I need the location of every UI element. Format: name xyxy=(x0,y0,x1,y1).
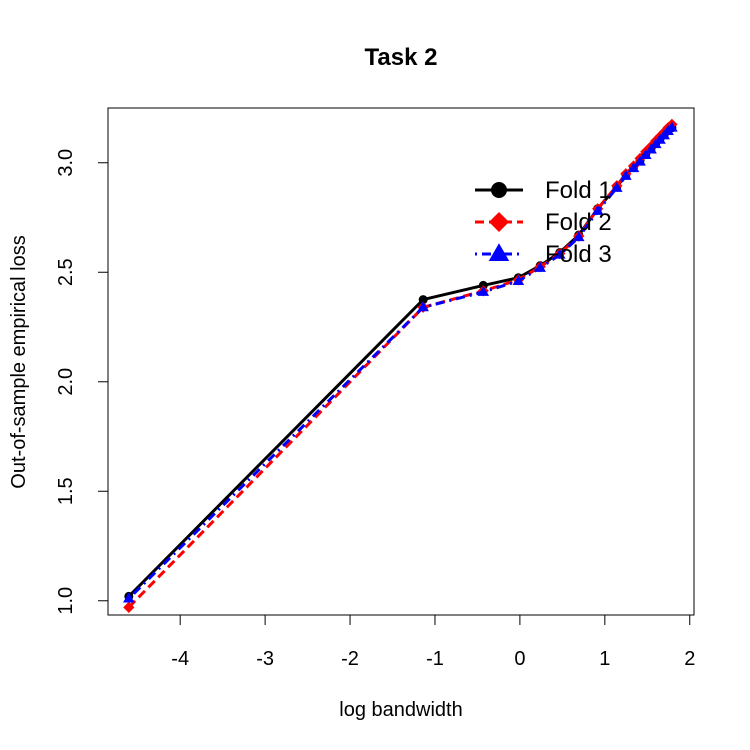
data-point xyxy=(645,143,657,154)
series-3 xyxy=(123,121,678,603)
data-point xyxy=(417,301,429,312)
legend-item: Fold 3 xyxy=(475,241,612,268)
y-tick-label: 3.0 xyxy=(55,149,77,177)
data-point xyxy=(611,181,623,192)
data-point xyxy=(620,169,632,180)
legend: Fold 1 Fold 2 Fold 3 xyxy=(475,177,612,268)
x-tick-label: -1 xyxy=(426,648,444,670)
y-axis: 1.0 1.5 2.0 2.5 3.0 xyxy=(55,149,109,615)
y-tick-label: 2.0 xyxy=(55,368,77,396)
data-point xyxy=(477,285,490,296)
data-point xyxy=(627,162,640,173)
data-point xyxy=(489,212,509,232)
x-tick-label: 2 xyxy=(684,648,695,670)
data-point xyxy=(634,155,646,166)
x-axis: -4 -3 -2 -1 0 1 2 xyxy=(171,614,695,670)
data-point xyxy=(534,261,546,272)
legend-label: Fold 2 xyxy=(545,209,612,236)
data-point xyxy=(639,149,652,160)
x-tick-label: -4 xyxy=(171,648,189,670)
y-tick-label: 1.5 xyxy=(55,477,77,505)
chart-title: Task 2 xyxy=(365,44,438,71)
legend-item: Fold 1 xyxy=(475,177,612,204)
data-point xyxy=(572,231,585,242)
data-point xyxy=(488,243,510,262)
x-tick-label: 1 xyxy=(599,648,610,670)
series-layer xyxy=(123,118,678,613)
data-point xyxy=(666,121,678,132)
data-point xyxy=(491,182,507,198)
y-axis-label: Out-of-sample empirical loss xyxy=(8,235,30,488)
x-tick-label: -3 xyxy=(256,648,274,670)
data-point xyxy=(123,601,135,613)
y-tick-label: 2.5 xyxy=(55,258,77,286)
legend-label: Fold 1 xyxy=(545,177,612,204)
x-axis-label: log bandwidth xyxy=(339,699,462,721)
data-point xyxy=(512,274,525,285)
legend-item: Fold 2 xyxy=(475,209,612,236)
data-point xyxy=(418,295,428,305)
data-point xyxy=(554,248,566,259)
x-tick-label: 0 xyxy=(514,648,525,670)
legend-label: Fold 3 xyxy=(545,241,612,268)
y-tick-label: 1.0 xyxy=(55,587,77,615)
data-point xyxy=(591,204,604,215)
x-tick-label: -2 xyxy=(341,648,359,670)
data-point xyxy=(123,592,135,603)
